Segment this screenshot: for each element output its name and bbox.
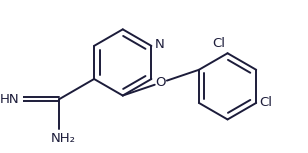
Text: O: O xyxy=(156,76,166,89)
Text: N: N xyxy=(155,37,165,50)
Text: HN: HN xyxy=(0,93,20,106)
Text: NH₂: NH₂ xyxy=(50,132,75,145)
Text: Cl: Cl xyxy=(213,37,226,50)
Text: Cl: Cl xyxy=(259,96,272,109)
